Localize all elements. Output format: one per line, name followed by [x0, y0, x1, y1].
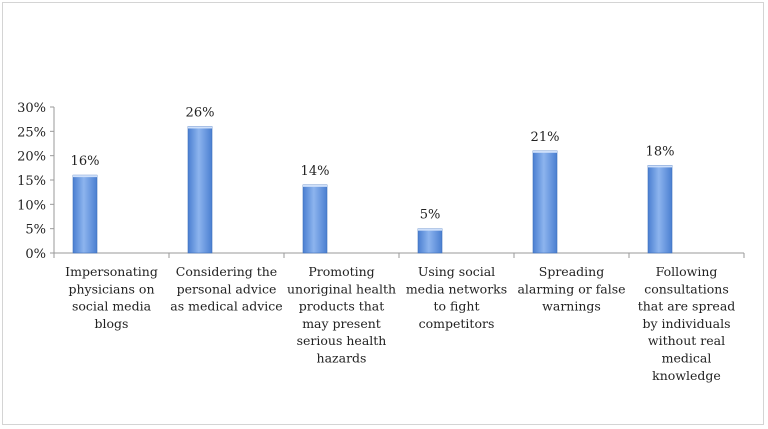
- bar: [72, 174, 98, 254]
- y-tick-label: 30%: [17, 101, 46, 116]
- category-label-line: media networks: [406, 281, 507, 296]
- category-label: Considering the personal advice as medical…: [170, 264, 282, 314]
- category-label-line: blogs: [95, 316, 129, 331]
- category-label-line: Impersonating: [65, 264, 158, 279]
- category-label-line: consultations: [644, 281, 729, 296]
- y-tick-label: 5%: [25, 223, 46, 238]
- category-label-line: Promoting: [308, 264, 374, 279]
- category-label-line: competitors: [419, 316, 495, 331]
- bar-cap: [533, 150, 557, 153]
- category-label-line: that are spread: [638, 299, 736, 314]
- bar-cap: [188, 126, 212, 129]
- category-labels: Impersonating physicians on social media bl…: [65, 264, 735, 383]
- data-label: 18%: [646, 144, 675, 159]
- category-label: Using social media networks to fight compet…: [406, 264, 507, 331]
- y-tick-label: 15%: [17, 174, 46, 189]
- chart-frame: [2, 2, 764, 425]
- bars: [72, 126, 673, 254]
- category-label-line: Following: [656, 264, 718, 279]
- data-label: 26%: [186, 105, 215, 120]
- bar: [302, 184, 328, 254]
- category-label-line: by individuals: [642, 316, 730, 331]
- category-label-line: to fight: [434, 299, 480, 314]
- bar: [417, 228, 443, 254]
- data-labels: 16% 26% 14% 5% 21% 18%: [71, 105, 675, 222]
- category-label-line: products that: [299, 299, 385, 314]
- data-label: 14%: [301, 164, 330, 179]
- y-tick-label: 20%: [17, 150, 46, 165]
- data-label: 16%: [71, 154, 100, 169]
- data-label: 5%: [420, 208, 441, 223]
- bar-cap: [303, 184, 327, 187]
- category-label-line: hazards: [317, 351, 367, 366]
- y-tick-label: 25%: [17, 125, 46, 140]
- bar: [647, 165, 673, 254]
- bar: [187, 126, 213, 254]
- category-label-line: may present: [302, 316, 381, 331]
- category-label-line: warnings: [542, 299, 601, 314]
- bar-cap: [73, 175, 97, 178]
- category-label-line: as medical advice: [170, 299, 282, 314]
- bar: [532, 150, 558, 254]
- category-label-line: alarming or false: [517, 281, 625, 296]
- category-label-line: physicians on: [69, 281, 155, 296]
- bar-cap: [418, 228, 442, 231]
- y-axis: 0% 5% 10% 15% 20% 25% 30%: [17, 101, 745, 262]
- category-label: Following consultations that are spread by …: [638, 264, 736, 383]
- category-label-line: Considering the: [176, 264, 277, 279]
- category-label-line: personal advice: [177, 281, 277, 296]
- category-label-line: without real: [648, 333, 725, 348]
- category-label-line: Using social: [418, 264, 495, 279]
- category-label-line: social media: [72, 299, 152, 314]
- category-label-line: Spreading: [539, 264, 604, 279]
- y-tick-label: 10%: [17, 198, 46, 213]
- category-label-line: knowledge: [652, 368, 721, 383]
- category-label: Impersonating physicians on social media bl…: [65, 264, 158, 331]
- category-label: Promoting unoriginal health products that m…: [287, 264, 396, 366]
- category-label: Spreading alarming or false warnings: [517, 264, 625, 314]
- category-label-line: serious health: [297, 333, 387, 348]
- bar-cap: [648, 165, 672, 168]
- y-tick-label: 0%: [25, 247, 46, 262]
- category-label-line: medical: [662, 351, 712, 366]
- data-label: 21%: [531, 130, 560, 145]
- category-label-line: unoriginal health: [287, 281, 396, 296]
